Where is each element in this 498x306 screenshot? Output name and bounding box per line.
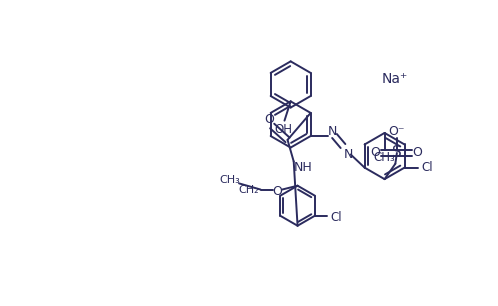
- Text: S: S: [392, 145, 402, 160]
- Text: O: O: [272, 185, 282, 198]
- Text: NH: NH: [294, 161, 312, 174]
- Text: CH₃: CH₃: [374, 151, 395, 164]
- Text: N: N: [344, 148, 353, 161]
- Text: Na⁺: Na⁺: [381, 72, 408, 86]
- Text: Cl: Cl: [331, 211, 342, 224]
- Text: CH₂: CH₂: [238, 185, 258, 195]
- Text: O⁻: O⁻: [388, 125, 405, 138]
- Text: CH₃: CH₃: [220, 175, 240, 185]
- Text: O: O: [264, 113, 274, 125]
- Text: O: O: [413, 147, 423, 159]
- Text: Cl: Cl: [421, 161, 433, 174]
- Text: OH: OH: [274, 123, 292, 136]
- Text: N: N: [328, 125, 337, 138]
- Text: O: O: [371, 147, 380, 159]
